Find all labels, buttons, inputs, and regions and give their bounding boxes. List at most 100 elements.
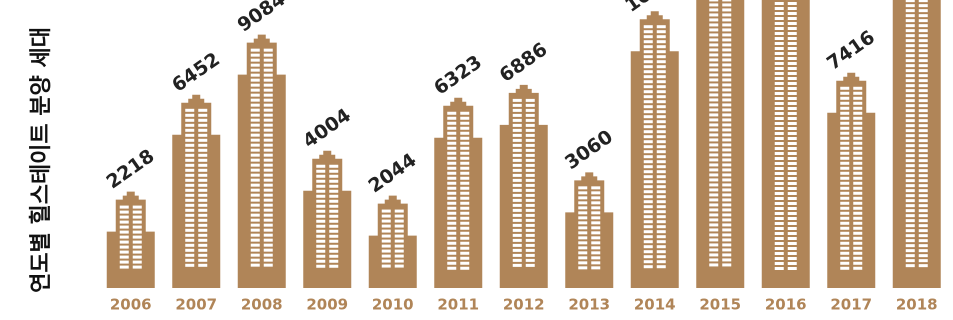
window [774,82,784,85]
window [447,206,457,210]
window [774,152,784,155]
window [250,203,260,207]
window [774,202,784,205]
window [840,146,850,150]
x-tick-label: 2016 [765,296,807,314]
window [250,53,260,57]
window [656,120,666,124]
window [512,228,522,232]
window [250,223,260,227]
window [918,219,928,223]
window [722,83,732,87]
window [774,37,784,40]
window [250,118,260,122]
window [185,123,195,127]
window [198,238,208,242]
window [853,101,863,105]
window [774,187,784,190]
window [722,243,732,247]
window [447,121,457,125]
window [591,226,601,230]
window [316,264,326,268]
window [774,252,784,255]
window [263,88,273,92]
window [512,163,522,167]
window [329,164,339,168]
window [787,87,797,90]
window [656,255,666,259]
window [460,266,470,270]
window [709,198,719,202]
window [918,59,928,63]
window [643,100,653,104]
window [853,176,863,180]
window [853,261,863,265]
window [250,143,260,147]
window [918,39,928,43]
window [918,44,928,48]
window [709,88,719,92]
window [918,29,928,33]
window [853,141,863,145]
window [656,75,666,79]
window [198,188,208,192]
window [905,174,915,178]
window [132,235,142,239]
window [329,184,339,188]
window [722,188,732,192]
window [722,173,732,177]
window [316,174,326,178]
window [263,148,273,152]
window [853,191,863,195]
window [132,205,142,209]
window [774,217,784,220]
window [591,246,601,250]
window [643,195,653,199]
window [853,111,863,115]
window [656,210,666,214]
window [840,171,850,175]
window [918,14,928,18]
window [774,247,784,250]
window [250,123,260,127]
window [460,186,470,190]
bar [892,0,941,288]
window [787,152,797,155]
window [905,39,915,43]
window [185,198,195,202]
window [198,253,208,257]
window [787,42,797,45]
window [198,203,208,207]
window [643,150,653,154]
window [709,263,719,267]
window [918,124,928,128]
window [656,265,666,269]
window [643,235,653,239]
window [119,240,129,244]
window [787,197,797,200]
window [709,213,719,217]
window [787,247,797,250]
window [709,238,719,242]
window [840,251,850,255]
window [447,146,457,150]
window [722,118,732,122]
window [263,213,273,217]
window [316,179,326,183]
window [709,203,719,207]
window [250,178,260,182]
window [198,248,208,252]
window [643,200,653,204]
window [643,240,653,244]
window [591,236,601,240]
window [132,230,142,234]
window [774,242,784,245]
window [709,153,719,157]
window [643,255,653,259]
window [525,128,535,132]
window [460,226,470,230]
window [656,90,666,94]
window [905,149,915,153]
window [787,202,797,205]
window [198,163,208,167]
